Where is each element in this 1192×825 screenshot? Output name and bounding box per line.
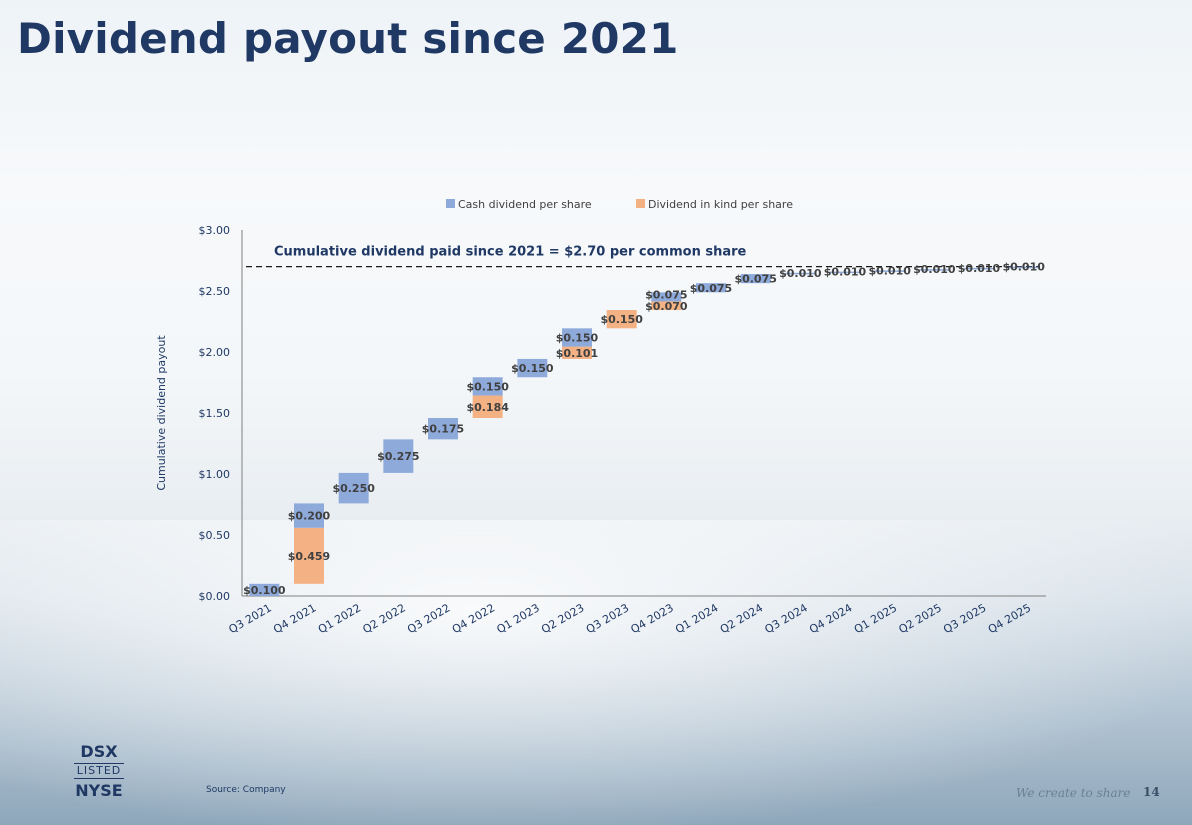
y-tick-label: $1.00 bbox=[199, 468, 231, 481]
data-label-cash: $0.010 bbox=[958, 262, 1001, 275]
x-tick-label: Q2 2023 bbox=[539, 601, 586, 636]
page-title: Dividend payout since 2021 bbox=[17, 14, 679, 63]
bar-cash bbox=[919, 269, 950, 271]
data-label-cash: $0.275 bbox=[377, 450, 419, 463]
data-label-cash: $0.075 bbox=[690, 282, 732, 295]
bar-cash bbox=[294, 503, 324, 528]
y-tick-label: $2.00 bbox=[199, 346, 231, 359]
bar-cash bbox=[472, 377, 503, 396]
x-tick-label: Q4 2021 bbox=[271, 601, 318, 636]
logo-dsx: DSX bbox=[80, 742, 118, 761]
data-label-cash: $0.010 bbox=[779, 267, 822, 280]
y-tick-label: $3.00 bbox=[199, 224, 231, 237]
bar-cash bbox=[428, 418, 458, 440]
tagline: We create to share bbox=[1016, 786, 1131, 800]
legend-swatch-cash bbox=[446, 199, 455, 208]
bar-kind bbox=[606, 310, 637, 329]
bar-cash bbox=[651, 292, 682, 302]
bar-kind bbox=[294, 527, 324, 584]
x-tick-label: Q1 2025 bbox=[852, 601, 899, 636]
x-tick-label: Q1 2024 bbox=[673, 601, 720, 636]
data-label-kind: $0.101 bbox=[556, 347, 598, 360]
x-tick-label: Q4 2023 bbox=[628, 601, 675, 636]
bar-cash bbox=[562, 328, 592, 347]
x-tick-label: Q3 2022 bbox=[405, 601, 452, 636]
page-number: 14 bbox=[1143, 785, 1160, 799]
data-label-cash: $0.200 bbox=[288, 510, 331, 523]
bar-cash bbox=[1008, 266, 1039, 269]
legend-label-kind: Dividend in kind per share bbox=[648, 198, 793, 211]
x-tick-label: Q3 2024 bbox=[762, 601, 809, 636]
source-note: Source: Company bbox=[206, 785, 286, 795]
data-label-cash: $0.075 bbox=[645, 288, 687, 301]
bar-cash bbox=[249, 583, 280, 596]
bar-cash bbox=[785, 272, 816, 275]
y-tick-label: $0.00 bbox=[199, 590, 231, 603]
y-tick-label: $2.50 bbox=[199, 285, 231, 298]
bar-cash bbox=[964, 267, 994, 270]
bar-kind bbox=[562, 346, 592, 359]
x-tick-label: Q3 2023 bbox=[584, 601, 631, 636]
data-label-cash: $0.010 bbox=[1002, 261, 1045, 274]
y-tick-label: $1.50 bbox=[199, 407, 231, 420]
x-tick-label: Q1 2023 bbox=[494, 601, 541, 636]
data-label-cash: $0.075 bbox=[734, 273, 776, 286]
x-tick-label: Q2 2024 bbox=[718, 601, 765, 636]
bar-kind bbox=[472, 395, 503, 419]
bar-kind bbox=[651, 301, 682, 311]
legend-swatch-kind bbox=[636, 199, 645, 208]
y-axis-label: Cumulative dividend payout bbox=[155, 335, 168, 491]
x-tick-label: Q4 2022 bbox=[450, 601, 497, 636]
y-tick-label: $0.50 bbox=[199, 529, 231, 542]
data-label-cash: $0.150 bbox=[466, 380, 509, 393]
data-label-cash: $0.250 bbox=[332, 482, 375, 495]
data-label-cash: $0.150 bbox=[511, 362, 554, 375]
data-label-cash: $0.175 bbox=[422, 423, 464, 436]
bar-cash bbox=[874, 270, 905, 272]
data-label-cash: $0.150 bbox=[556, 331, 599, 344]
legend-label-cash: Cash dividend per share bbox=[458, 198, 592, 211]
x-tick-label: Q2 2022 bbox=[360, 601, 407, 636]
bar-cash bbox=[696, 283, 726, 293]
data-label-kind: $0.150 bbox=[600, 313, 643, 326]
bar-cash bbox=[338, 472, 369, 504]
data-label-cash: $0.010 bbox=[868, 264, 911, 277]
reference-line-label: Cumulative dividend paid since 2021 = $2… bbox=[274, 245, 747, 260]
x-tick-label: Q3 2021 bbox=[226, 601, 273, 636]
logo-nyse: NYSE bbox=[75, 781, 123, 800]
data-label-cash: $0.010 bbox=[913, 263, 956, 276]
x-tick-label: Q2 2025 bbox=[896, 601, 943, 636]
data-label-cash: $0.010 bbox=[824, 266, 867, 279]
logo-listed: LISTED bbox=[74, 763, 124, 779]
data-label-kind: $0.459 bbox=[288, 550, 330, 563]
x-tick-label: Q1 2022 bbox=[316, 601, 363, 636]
x-tick-label: Q4 2024 bbox=[807, 601, 854, 636]
bar-cash bbox=[830, 271, 860, 274]
dsx-listed-nyse-logo: DSX LISTED NYSE bbox=[68, 742, 130, 800]
x-tick-label: Q4 2025 bbox=[986, 601, 1033, 636]
data-label-kind: $0.184 bbox=[466, 401, 509, 414]
bar-cash bbox=[383, 439, 414, 473]
bar-cash bbox=[740, 274, 771, 284]
data-label-cash: $0.100 bbox=[243, 584, 286, 597]
bar-cash bbox=[517, 358, 548, 378]
x-tick-label: Q3 2025 bbox=[941, 601, 988, 636]
data-label-kind: $0.070 bbox=[645, 300, 688, 313]
